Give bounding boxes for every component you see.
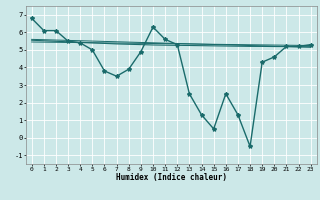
X-axis label: Humidex (Indice chaleur): Humidex (Indice chaleur): [116, 173, 227, 182]
